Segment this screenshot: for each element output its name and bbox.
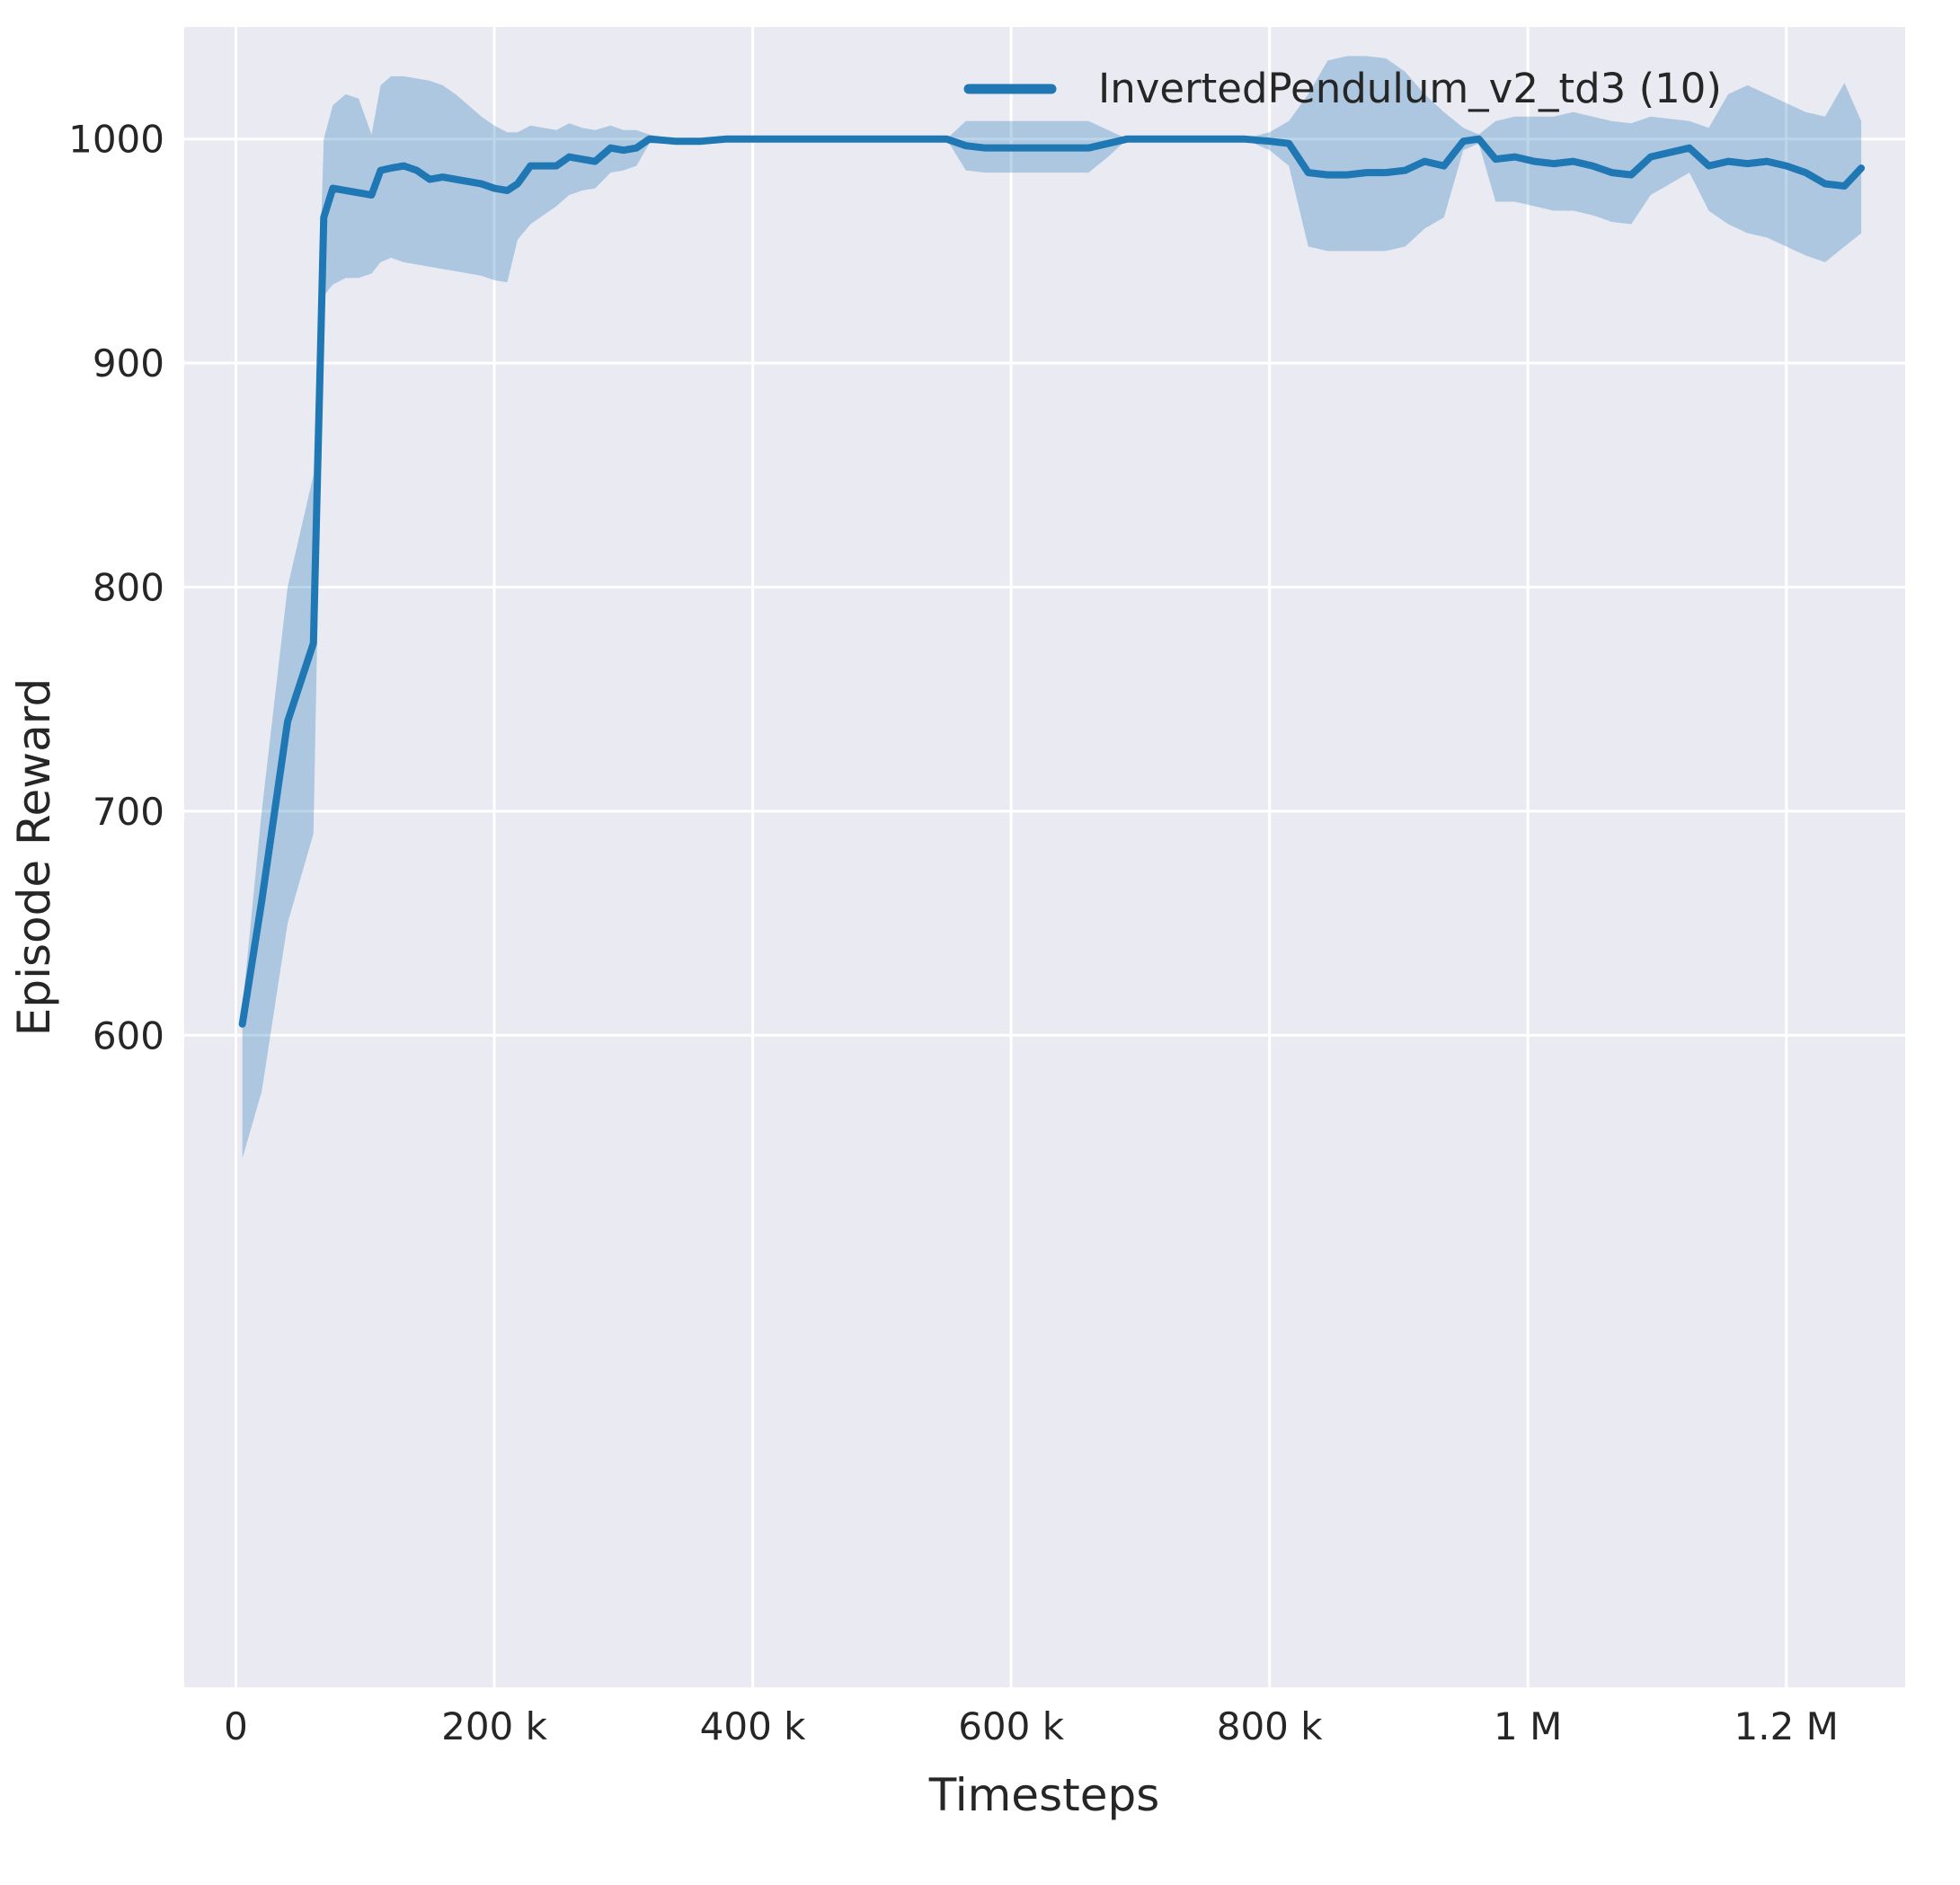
series-line-inverted-pendulum	[238, 135, 1866, 1028]
y-tick-label: 1000	[68, 118, 164, 162]
y-tick-label: 700	[93, 790, 164, 834]
y-tick-labels: 600 700 800 900 1000	[68, 118, 164, 1058]
x-tick-label: 200 k	[441, 1704, 548, 1748]
legend-label: InvertedPendulum_v2_td3 (10)	[1098, 65, 1722, 112]
x-tick-labels: 0 200 k 400 k 600 k 800 k 1 M 1.2 M	[224, 1704, 1839, 1748]
y-tick-label: 800	[93, 565, 164, 609]
y-axis-label: Episode Reward	[8, 678, 60, 1036]
x-tick-label: 0	[224, 1704, 248, 1748]
x-tick-label: 600 k	[958, 1704, 1065, 1748]
x-tick-label: 800 k	[1217, 1704, 1324, 1748]
y-tick-label: 600	[93, 1013, 164, 1058]
y-tick-label: 900	[93, 341, 164, 385]
plot-background	[184, 27, 1905, 1687]
x-tick-label: 1 M	[1494, 1704, 1562, 1748]
gridlines	[184, 27, 1905, 1687]
x-axis-label: Timesteps	[928, 1769, 1160, 1821]
legend: InvertedPendulum_v2_td3 (10)	[963, 65, 1722, 112]
x-tick-label: 1.2 M	[1734, 1704, 1839, 1748]
x-tick-label: 400 k	[700, 1704, 807, 1748]
